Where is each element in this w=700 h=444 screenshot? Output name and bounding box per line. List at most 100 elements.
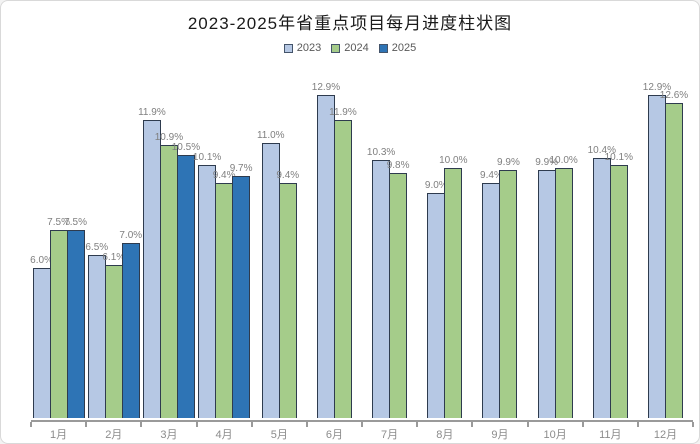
chart-title: 2023-2025年省重点项目每月进度柱状图 <box>187 14 513 33</box>
bar-value-label: 6.5% <box>85 242 109 253</box>
bar-rect <box>278 183 297 418</box>
bar-rect <box>444 168 463 418</box>
bar-rect <box>647 95 666 418</box>
bar-value-label: 12.6% <box>659 90 689 101</box>
x-axis-tick <box>471 422 474 427</box>
bar-group-9月: 9.4% 9.9% <box>472 157 527 418</box>
x-axis-tick <box>416 422 419 427</box>
bar-2024-9月: 9.9% <box>497 157 520 418</box>
bar-2023-3月: 11.9% <box>138 107 166 418</box>
x-tick-label-7月: 7月 <box>381 429 399 441</box>
bar-rect <box>142 120 161 418</box>
bar-value-label: 10.1% <box>604 152 633 163</box>
bar-2024-12月: 12.6% <box>660 90 688 418</box>
bar-rect <box>121 243 140 418</box>
bar-group-12月: 12.9% 12.6% <box>638 82 693 418</box>
bar-value-label: 9.8% <box>386 160 410 171</box>
x-tick-label-6月: 6月 <box>325 429 343 441</box>
bar-2023-9月: 9.4% <box>480 170 503 418</box>
x-tick-label-12月: 12月 <box>653 429 678 441</box>
x-tick-label-10月: 10月 <box>543 429 567 441</box>
x-axis-tick <box>305 422 308 427</box>
bar-rect <box>482 183 501 418</box>
bar-group-5月: 11.0% 9.4% <box>252 130 307 418</box>
bar-rect <box>592 158 611 418</box>
bar-rect <box>554 168 573 418</box>
legend-item-2024: 2024 <box>331 42 369 54</box>
bar-rect <box>232 176 251 418</box>
bar-2023-2月: 6.5% <box>85 242 108 418</box>
bar-2024-2月: 6.1% <box>102 252 125 418</box>
bar-value-label: 9.7% <box>229 163 253 174</box>
bar-group-1月: 6.0% 7.5% 7.5% <box>30 217 87 418</box>
x-axis-tick <box>30 422 32 427</box>
bar-rect <box>389 173 408 418</box>
bar-2024-7月: 9.8% <box>387 160 410 418</box>
bar-rect <box>176 155 195 418</box>
bar-rect <box>537 170 556 418</box>
bar-value-label: 10.0% <box>549 155 578 166</box>
bar-2023-7月: 10.3% <box>367 147 395 418</box>
x-tick-label-2月: 2月 <box>105 429 123 441</box>
bar-2023-11月: 10.4% <box>588 145 616 418</box>
bar-2023-1月: 6.0% <box>30 255 53 418</box>
bar-group-4月: 10.1% 9.4% 9.7% <box>193 152 252 418</box>
bar-value-label: 10.9% <box>154 132 184 143</box>
legend-swatch-2024 <box>331 43 341 53</box>
bar-value-label: 9.4% <box>212 170 236 181</box>
bar-rect <box>198 165 217 418</box>
bar-2025-1月: 7.5% <box>64 217 87 418</box>
legend-swatch-2023 <box>283 43 293 53</box>
bar-rect <box>609 165 628 418</box>
bar-2023-8月: 9.0% <box>425 180 448 418</box>
bar-value-label: 9.0% <box>424 180 448 191</box>
bar-value-label: 6.1% <box>102 252 126 263</box>
bar-2025-3月: 10.5% <box>172 142 200 418</box>
bar-2025-4月: 9.7% <box>230 163 252 418</box>
x-tick-label-5月: 5月 <box>270 429 288 441</box>
bar-2024-6月: 11.9% <box>329 107 357 418</box>
x-axis-tick <box>250 422 253 427</box>
bar-value-label: 7.5% <box>64 217 87 228</box>
x-axis-tick <box>692 422 694 427</box>
bar-rect <box>49 230 68 418</box>
x-tick-label-3月: 3月 <box>160 429 178 441</box>
legend-swatch-2025 <box>378 43 388 53</box>
bar-value-label: 12.9% <box>642 82 672 93</box>
x-axis-tick <box>636 422 639 427</box>
bar-value-label: 10.5% <box>171 142 201 153</box>
bar-rect <box>215 183 234 418</box>
bar-rect <box>104 265 123 418</box>
bar-2023-6月: 12.9% <box>312 82 340 418</box>
legend-item-2025: 2025 <box>378 42 417 54</box>
x-axis <box>31 420 693 422</box>
x-axis-tick <box>361 422 363 427</box>
bar-value-label: 9.4% <box>480 170 503 181</box>
x-axis-tick <box>140 422 143 427</box>
bar-2024-10月: 10.0% <box>549 155 578 418</box>
bar-group-7月: 10.3% 9.8% <box>362 147 417 418</box>
bar-2023-10月: 9.9% <box>535 157 558 418</box>
bar-group-3月: 11.9% 10.9% 10.5% <box>138 107 200 418</box>
bar-value-label: 11.9% <box>329 107 357 118</box>
bar-value-label: 10.3% <box>366 147 396 158</box>
bar-2024-1月: 7.5% <box>47 217 70 418</box>
bar-value-label: 9.4% <box>276 170 300 181</box>
bar-rect <box>664 103 683 418</box>
legend-label-2025: 2025 <box>391 42 417 54</box>
bar-value-label: 10.1% <box>192 152 222 163</box>
bar-rect <box>499 170 518 418</box>
bar-rect <box>261 143 280 418</box>
x-axis-tick <box>526 422 529 427</box>
x-tick-label-1月: 1月 <box>50 429 68 441</box>
bar-2023-4月: 10.1% <box>193 152 221 418</box>
bar-2025-2月: 7.0% <box>119 230 142 418</box>
x-tick-label-8月: 8月 <box>436 429 454 441</box>
bar-value-label: 11.9% <box>138 107 166 118</box>
bar-2023-12月: 12.9% <box>643 82 671 418</box>
x-axis-labels: 1月 2月 3月 4月 5月 6月 7月 8月 9月 10月 11月 12月 <box>31 426 693 442</box>
bar-2024-5月: 9.4% <box>276 170 299 418</box>
bar-value-label: 9.9% <box>497 157 520 168</box>
x-axis-tick <box>85 422 88 427</box>
bar-rect <box>32 268 51 418</box>
